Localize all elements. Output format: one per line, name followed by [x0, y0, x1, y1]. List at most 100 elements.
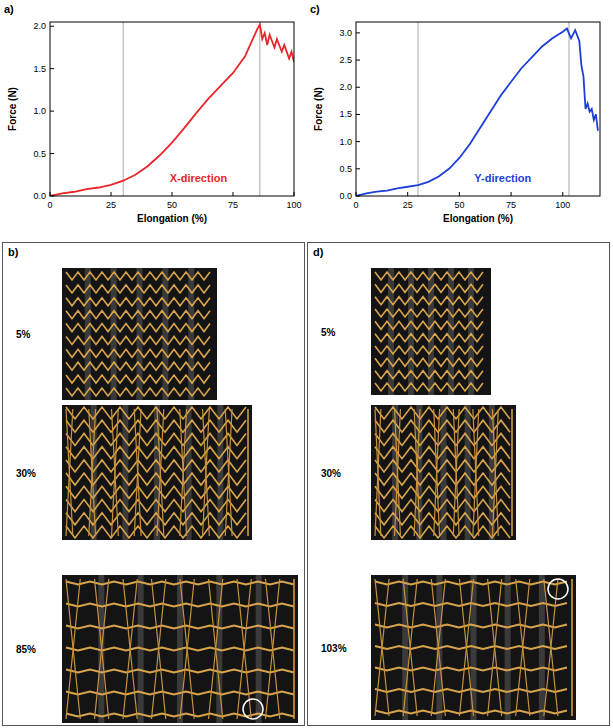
panel-letter: c) [310, 3, 320, 15]
lattice-strand [375, 625, 567, 628]
lattice-strand [375, 371, 483, 379]
panel-border [3, 243, 305, 726]
lattice-strut [152, 579, 166, 719]
lattice-strut [453, 409, 459, 536]
lattice-strand [66, 285, 210, 293]
panel-letter: a) [4, 3, 14, 15]
lattice-strut [544, 579, 558, 716]
lattice-strut [66, 579, 80, 719]
lattice-strand [66, 272, 210, 280]
lattice-strut [434, 409, 440, 536]
plot-marks [356, 29, 598, 196]
lattice-strut [488, 579, 502, 716]
y-tick-label: 0.5 [33, 149, 46, 159]
x-tick [50, 192, 51, 196]
y-tick-label: 2.0 [33, 21, 46, 31]
lattice-strut [434, 409, 440, 536]
lattice-strut [473, 409, 479, 536]
plot-frame [356, 22, 600, 196]
lattice-strut [453, 409, 459, 536]
lattice-strand [375, 284, 483, 292]
reference-line [123, 22, 124, 196]
y-tick-label: 1.5 [33, 64, 46, 74]
image-panel: d)5%30%103% [307, 0, 611, 728]
lattice-strut [492, 409, 498, 536]
lattice-strut [266, 579, 280, 719]
strain-label: 5% [321, 327, 336, 338]
lattice-strand [66, 311, 210, 319]
lattice-strut [112, 409, 119, 536]
x-tick-label: 0 [47, 200, 52, 210]
lattice-strut [157, 409, 164, 536]
chart-panel: a)X-direction02550751000.00.51.01.52.0El… [0, 0, 304, 236]
lattice-strut [203, 409, 210, 536]
photo-background [371, 575, 576, 720]
lattice-strut [123, 579, 137, 719]
y-tick [356, 196, 360, 197]
image-panel: b)5%30%85% [2, 0, 306, 728]
plot-marks [50, 25, 294, 196]
lattice-strut [293, 579, 294, 719]
reference-line [418, 22, 419, 196]
lattice-strut [95, 579, 109, 719]
lattice-strand [66, 324, 210, 332]
y-tick-label: 1.0 [339, 137, 352, 147]
series-label: X-direction [170, 172, 228, 184]
reference-line [568, 22, 569, 196]
lattice-strut [375, 579, 389, 716]
lattice-strand [375, 272, 483, 280]
lattice-strand [66, 692, 294, 695]
y-axis-title: Force (N) [313, 87, 324, 131]
x-tick-label: 50 [167, 200, 177, 210]
chart-panel: c)Y-direction02550751000.00.51.01.52.02.… [306, 0, 610, 236]
lattice-strut [180, 409, 187, 536]
lattice-strut [112, 409, 119, 536]
y-tick-label: 2.0 [339, 82, 352, 92]
lattice-strut [152, 579, 166, 719]
lattice-strut [473, 409, 479, 536]
lattice-strand [375, 646, 567, 649]
strain-label: 103% [321, 643, 347, 654]
photo-background [62, 575, 298, 723]
lattice-strand [66, 420, 246, 432]
y-tick-label: 1.5 [339, 109, 352, 119]
y-tick [356, 114, 360, 115]
strain-label: 30% [16, 468, 36, 479]
lattice-strand [66, 375, 210, 383]
photo-background [62, 268, 217, 400]
y-tick [50, 68, 54, 69]
y-tick-label: 2.5 [339, 55, 352, 65]
lattice-strand [66, 298, 210, 306]
x-tick-label: 25 [403, 200, 413, 210]
y-tick [356, 60, 360, 61]
lattice-strand [375, 346, 483, 354]
lattice-strand [375, 383, 483, 391]
lattice-strand [66, 362, 210, 370]
lattice-strand [66, 626, 294, 629]
data-line [50, 25, 294, 196]
x-tick [407, 192, 408, 196]
photo-background [371, 268, 491, 395]
y-tick [50, 196, 54, 197]
lattice-strut [66, 409, 73, 536]
x-tick-label: 75 [506, 200, 516, 210]
x-tick [111, 192, 112, 196]
lattice-strut [375, 409, 381, 536]
lattice-strand [66, 670, 294, 673]
y-tick [50, 153, 54, 154]
lattice-strand [375, 321, 483, 329]
x-tick-label: 100 [555, 200, 570, 210]
lattice-strut [157, 409, 164, 536]
lattice-strut [89, 409, 96, 536]
x-tick [294, 192, 295, 196]
lattice-strut [414, 409, 420, 536]
lattice-strut [134, 409, 141, 536]
lattice-strut [375, 409, 381, 536]
y-tick [356, 141, 360, 142]
lattice-strand [375, 486, 510, 498]
lattice-strut [134, 409, 141, 536]
series-label: Y-direction [474, 172, 531, 184]
lattice-strut [180, 579, 194, 719]
failure-marker [243, 699, 263, 719]
lattice-strut [266, 579, 280, 719]
